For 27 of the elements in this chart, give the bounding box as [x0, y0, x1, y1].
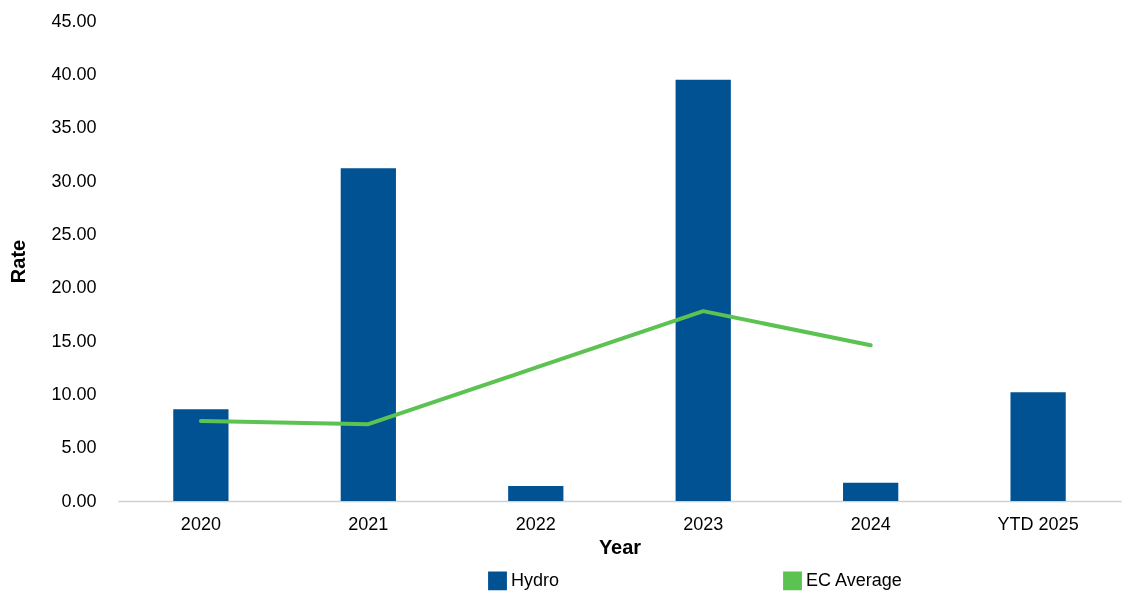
y-tick-label: 45.00: [51, 10, 97, 31]
x-tick-label: 2023: [683, 513, 724, 534]
y-tick-label: 10.00: [51, 383, 97, 404]
y-tick-label: 20.00: [51, 277, 97, 298]
x-axis-title: Year: [598, 535, 642, 558]
y-axis-title: Rate: [7, 239, 30, 284]
line-series: [198, 309, 873, 427]
y-tick-label: 35.00: [51, 117, 97, 138]
y-tick-label: 15.00: [51, 330, 97, 351]
x-tick-label: YTD 2025: [997, 513, 1079, 534]
y-tick-label: 25.00: [51, 223, 97, 244]
x-tick-label: 2020: [180, 513, 221, 534]
bar: [843, 482, 899, 501]
legend-label: EC Average: [806, 569, 902, 590]
bar: [675, 79, 731, 501]
x-tick-label: 2022: [515, 513, 556, 534]
y-tick-label: 30.00: [51, 170, 97, 191]
bar: [173, 409, 229, 501]
bar: [340, 168, 396, 501]
x-tick-label: 2021: [348, 513, 389, 534]
bar: [508, 486, 564, 501]
y-tick-label: 40.00: [51, 63, 97, 84]
bar: [1010, 392, 1066, 501]
y-tick-label: 0.00: [61, 490, 97, 511]
y-tick-label: 5.00: [61, 437, 97, 458]
x-tick-label: 2024: [850, 513, 891, 534]
legend-label: Hydro: [511, 569, 560, 590]
